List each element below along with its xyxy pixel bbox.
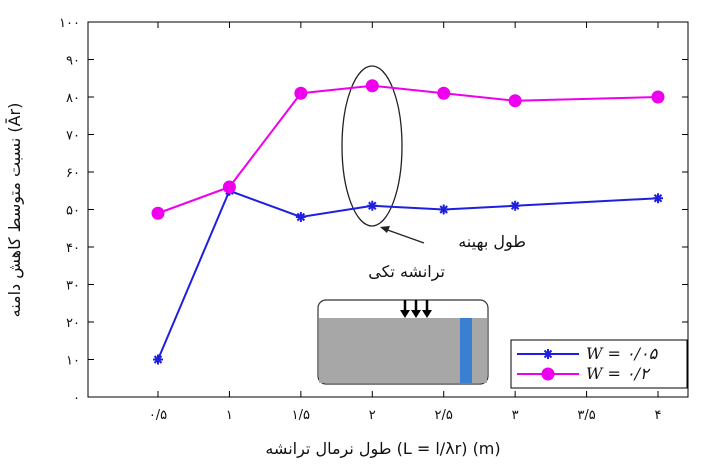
x-axis-title: طول نرمال ترانشه (L = l/λr) (m)	[265, 439, 500, 459]
y-tick-label: ۱۰	[66, 354, 80, 369]
annotation-arrowhead	[380, 226, 390, 233]
trench-schematic	[317, 299, 489, 385]
data-point-w02	[365, 79, 379, 93]
data-point-w005	[438, 204, 449, 215]
data-point-w02	[651, 90, 665, 104]
y-tick-label: ۳۰	[66, 279, 80, 294]
legend-label-w02: W = ۰/۲	[586, 364, 651, 383]
data-point-w02	[151, 206, 165, 220]
y-tick-label: ۲۰	[66, 316, 80, 331]
legend-marker-circle	[541, 367, 555, 381]
data-point-w02	[222, 180, 236, 194]
x-tick-label: ۰/۵	[149, 408, 167, 423]
y-tick-label: ۵۰	[66, 204, 80, 219]
x-axis-ticks: ۰/۵ ۱ ۱/۵ ۲ ۲/۵ ۳ ۳/۵ ۴	[149, 22, 662, 423]
data-point-w02	[508, 94, 522, 108]
y-tick-label: ۰	[73, 391, 80, 406]
x-tick-label: ۳	[512, 408, 519, 423]
data-point-w005	[367, 200, 378, 211]
annotation-single-trench: ترانشه تکی	[368, 262, 445, 282]
legend-entry-w005: W = ۰/۰۵	[517, 344, 659, 363]
legend-box	[510, 339, 688, 389]
data-point-w005	[510, 200, 521, 211]
x-tick-label: ۲/۵	[435, 408, 453, 423]
legend-marker-w02	[541, 367, 555, 381]
series-layer	[151, 79, 665, 365]
data-point-w005	[153, 354, 163, 365]
y-tick-label: ۴۰	[66, 241, 80, 256]
y-tick-label: ۹۰	[66, 54, 80, 69]
legend: W = ۰/۰۵ W = ۰/۲	[510, 339, 688, 389]
schematic-soil	[319, 318, 487, 383]
data-point-w02	[294, 86, 308, 100]
annotation-optimal-length: طول بهینه	[458, 232, 526, 252]
legend-marker-asterisk	[543, 349, 553, 359]
legend-entry-w02: W = ۰/۲	[517, 364, 651, 383]
x-tick-label: ۲	[369, 408, 376, 423]
legend-marker-w005	[543, 349, 553, 359]
load-arrows-icon	[403, 300, 429, 311]
schematic-trench	[460, 318, 472, 383]
y-tick-label: ۸۰	[66, 91, 80, 106]
data-point-w005	[653, 193, 663, 204]
x-tick-label: ۱/۵	[292, 408, 310, 423]
x-tick-label: ۱	[226, 408, 233, 423]
y-axis-title: نسبت متوسط کاهش دامنه (Ār)	[5, 103, 25, 318]
y-axis-ticks: ۰ ۱۰ ۲۰ ۳۰ ۴۰ ۵۰ ۶۰ ۷۰ ۸۰ ۹۰ ۱۰۰	[59, 16, 688, 406]
x-tick-label: ۳/۵	[577, 408, 595, 423]
annotation-arrow	[381, 227, 425, 244]
x-tick-label: ۴	[655, 408, 662, 423]
data-point-w02	[437, 86, 451, 100]
y-tick-label: ۷۰	[66, 129, 80, 144]
y-tick-label: ۶۰	[66, 166, 80, 181]
optimal-length-ellipse	[341, 65, 403, 227]
legend-label-w005: W = ۰/۰۵	[586, 344, 659, 363]
y-tick-label: ۱۰۰	[59, 16, 80, 31]
data-point-w005	[295, 212, 306, 222]
